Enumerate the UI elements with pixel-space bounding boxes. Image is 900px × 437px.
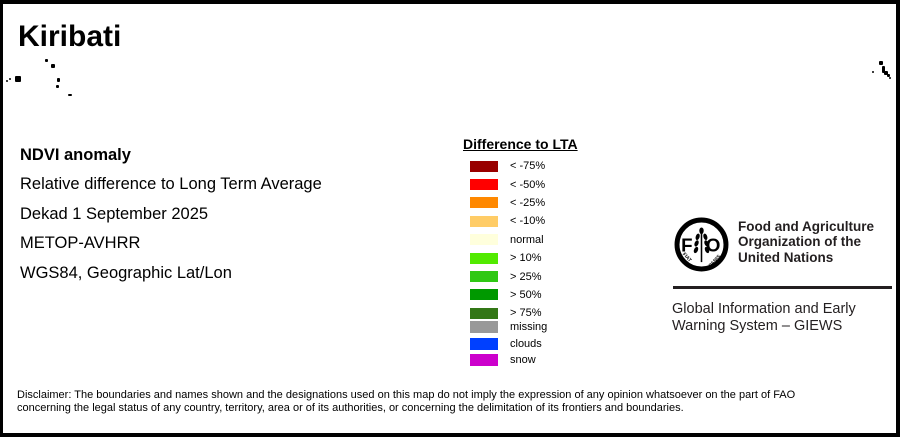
legend-label: clouds [510, 337, 542, 350]
fao-org-line: Food and Agriculture [738, 219, 874, 234]
island-dot [45, 59, 48, 62]
legend-label: > 25% [510, 270, 542, 283]
giews-line: Warning System – GIEWS [672, 318, 843, 334]
info-line-projection: WGS84, Geographic Lat/Lon [20, 263, 232, 282]
info-line-sensor: METOP-AVHRR [20, 234, 141, 253]
map-info-block: NDVI anomaly Relative difference to Long… [20, 141, 322, 288]
legend-swatch [470, 215, 498, 227]
legend-swatch [470, 321, 498, 334]
fao-logo-icon: F O FIAT PANIS [674, 217, 729, 272]
legend-items: < -75% < -50% < -25% < -10% normal > 10% > 25%… [470, 157, 578, 323]
island-dot [879, 61, 883, 65]
fao-org-line: United Nations [738, 249, 834, 265]
legend-label: snow [510, 354, 536, 367]
legend-label: < -10% [510, 215, 546, 228]
legend-item: < -25% [470, 194, 578, 212]
island-dot [872, 71, 874, 73]
island-dot [889, 77, 891, 79]
fao-separator-line [673, 286, 892, 289]
legend-extra-items: missing clouds snow [470, 319, 547, 369]
legend-swatch [470, 307, 498, 319]
legend-label: < -25% [510, 196, 546, 209]
legend-label: > 50% [510, 288, 542, 301]
giews-label: Global Information and Early Warning Sys… [672, 301, 856, 335]
island-dot [882, 66, 885, 73]
legend-label: > 75% [510, 307, 542, 320]
legend-label: normal [510, 233, 544, 246]
island-dot [57, 78, 60, 82]
legend-label: > 10% [510, 252, 542, 265]
legend-item: missing [470, 319, 547, 336]
legend-item: > 25% [470, 267, 578, 285]
legend-swatch [470, 179, 498, 191]
fao-logo-letter-o: O [706, 235, 721, 256]
legend-item: < -10% [470, 212, 578, 230]
legend-title: Difference to LTA [463, 136, 578, 152]
legend-label: < -75% [510, 160, 546, 173]
legend-swatch [470, 289, 498, 301]
disclaimer-text: Disclaimer: The boundaries and names sho… [17, 389, 795, 415]
legend-swatch [470, 197, 498, 209]
legend-item: < -75% [470, 157, 578, 175]
island-dot [887, 74, 890, 77]
island-dot [884, 71, 888, 75]
fao-org-line: Organization of the [738, 234, 861, 250]
island-dot [68, 94, 72, 96]
legend-item: > 75% [470, 304, 578, 322]
island-dot [56, 85, 59, 88]
fao-motto-fiat: FIAT [681, 252, 693, 264]
fao-org-name: Food and Agriculture Organization of the… [738, 219, 874, 265]
wheat-ear-icon [693, 227, 710, 263]
legend-swatch [470, 234, 498, 246]
disclaimer-line: Disclaimer: The boundaries and names sho… [17, 389, 796, 401]
legend-label: missing [510, 321, 548, 334]
disclaimer-line: concerning the legal status of any count… [17, 401, 684, 414]
legend-item: > 50% [470, 286, 578, 304]
legend-item: < -50% [470, 175, 578, 193]
page-title: Kiribati [18, 20, 122, 53]
legend: Difference to LTA < -75% < -50% < -25% < -1… [463, 136, 578, 323]
giews-line: Global Information and Early [672, 301, 856, 317]
island-dot [9, 78, 11, 80]
info-line-subtitle: Relative difference to Long Term Average [20, 175, 322, 194]
island-dot [6, 80, 8, 82]
legend-label: < -50% [510, 178, 546, 191]
island-dot [15, 76, 21, 82]
legend-item: normal [470, 231, 578, 249]
legend-item: > 10% [470, 249, 578, 267]
info-heading: NDVI anomaly [20, 146, 131, 164]
fao-logo-letter-f: F [681, 235, 692, 256]
legend-swatch [470, 271, 498, 283]
legend-swatch [470, 354, 498, 367]
legend-swatch [470, 337, 498, 350]
legend-item: snow [470, 352, 547, 369]
legend-item: clouds [470, 336, 547, 353]
legend-swatch [470, 160, 498, 172]
info-line-dekad: Dekad 1 September 2025 [20, 204, 209, 223]
island-dot [51, 64, 55, 68]
legend-swatch [470, 252, 498, 264]
